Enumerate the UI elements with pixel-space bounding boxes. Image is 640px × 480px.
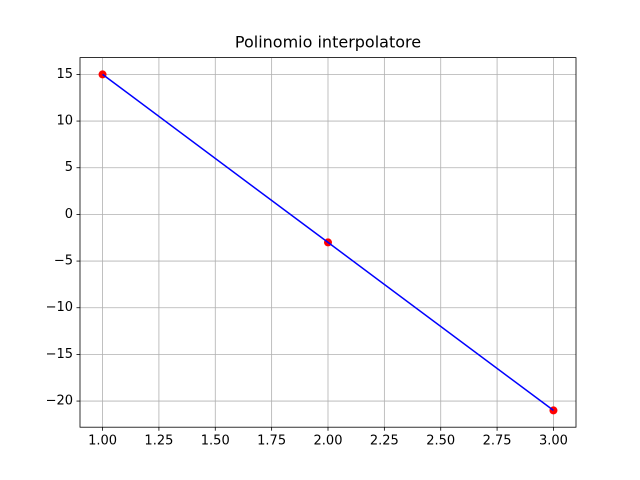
data-line — [102, 73, 554, 412]
x-tick-label: 1.00 — [88, 434, 117, 449]
y-tick-label: −15 — [46, 347, 73, 362]
x-tick-label: 3.00 — [539, 434, 568, 449]
y-tick-label: 0 — [65, 207, 73, 222]
x-tick-label: 2.25 — [370, 434, 399, 449]
y-tick-label: 10 — [56, 114, 73, 129]
x-tick-label: 2.50 — [426, 434, 455, 449]
y-tick-label: −5 — [54, 254, 73, 269]
x-tick-label: 1.50 — [201, 434, 230, 449]
x-tick-label: 2.75 — [483, 434, 512, 449]
plot-frame — [79, 57, 577, 428]
chart-title: Polinomio interpolatore — [235, 33, 421, 52]
y-tick-label: 5 — [65, 160, 73, 175]
y-tick-label: −20 — [46, 394, 73, 409]
x-tick-label: 2.00 — [314, 434, 343, 449]
y-tick-label: −10 — [46, 300, 73, 315]
x-tick-label: 1.25 — [144, 434, 173, 449]
y-tick-label: 15 — [56, 67, 73, 82]
x-tick-label: 1.75 — [257, 434, 286, 449]
